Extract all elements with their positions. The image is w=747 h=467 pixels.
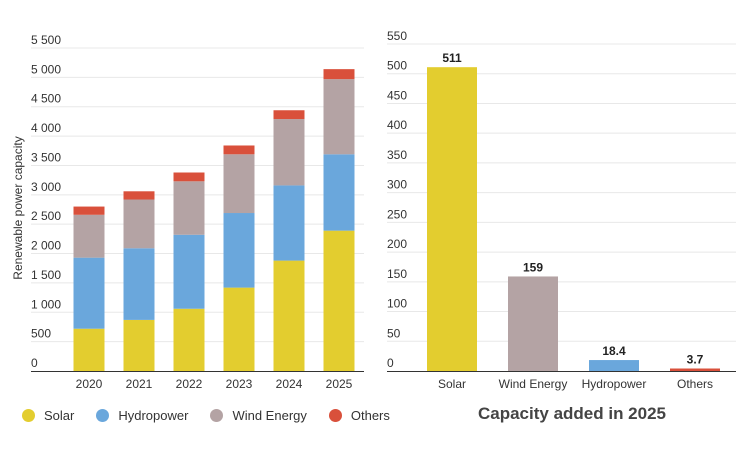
bar-wind-energy <box>508 276 558 371</box>
stacked-bar-hydropower-2022 <box>173 234 205 309</box>
right-y-tick-label: 300 <box>387 178 407 192</box>
bar-solar <box>427 67 477 372</box>
stacked-bar-solar-2023 <box>223 287 255 371</box>
left-x-tick-label: 2020 <box>76 377 103 391</box>
left-y-tick-label: 4 000 <box>31 121 61 135</box>
stacked-bar-others-2020 <box>73 206 105 215</box>
data-label-hydropower: 18.4 <box>602 344 626 358</box>
stacked-bar-wind-energy-2020 <box>73 214 105 258</box>
left-y-axis-label: Renewable power capacity <box>11 136 25 279</box>
right-y-tick-label: 250 <box>387 207 407 221</box>
bar-hydropower <box>589 360 639 371</box>
legend-label-wind-energy: Wind Energy <box>232 408 307 423</box>
right-y-tick-label: 500 <box>387 59 407 73</box>
data-label-wind-energy: 159 <box>523 260 543 274</box>
left-x-tick-label: 2022 <box>176 377 203 391</box>
stacked-bar-hydropower-2024 <box>273 185 305 261</box>
legend-swatch-hydropower <box>96 409 110 422</box>
stacked-bar-wind-energy-2023 <box>223 154 255 214</box>
right-x-tick-label: Wind Energy <box>499 377 568 391</box>
data-label-solar: 511 <box>442 51 462 65</box>
left-y-tick-label: 5 000 <box>31 62 61 76</box>
stacked-bar-wind-energy-2022 <box>173 181 205 235</box>
left-y-tick-label: 4 500 <box>31 92 61 106</box>
legend-swatch-solar <box>22 409 35 422</box>
right-x-tick-label: Hydropower <box>582 377 647 391</box>
left-x-tick-label: 2021 <box>126 377 153 391</box>
stacked-bar-others-2025 <box>323 69 355 80</box>
stacked-bar-hydropower-2020 <box>73 257 105 329</box>
right-y-tick-label: 0 <box>387 356 394 370</box>
stacked-bar-solar-2025 <box>323 230 355 371</box>
left-y-tick-label: 5 500 <box>31 33 61 47</box>
right-y-tick-label: 350 <box>387 148 407 162</box>
stacked-bar-wind-energy-2025 <box>323 79 355 155</box>
stacked-bar-hydropower-2025 <box>323 154 355 231</box>
stacked-bar-solar-2020 <box>73 328 105 371</box>
left-x-tick-label: 2023 <box>226 377 253 391</box>
stacked-bar-others-2021 <box>123 191 155 200</box>
left-y-tick-label: 0 <box>31 356 38 370</box>
legend-item-others[interactable]: Others <box>328 408 390 423</box>
right-x-tick-label: Solar <box>438 377 466 391</box>
right-chart-caption: Capacity added in 2025 <box>477 404 667 423</box>
left-y-tick-label: 2 000 <box>31 239 61 253</box>
legend-label-solar: Solar <box>44 408 75 423</box>
stacked-bar-solar-2024 <box>273 260 305 371</box>
stacked-bar-hydropower-2021 <box>123 248 155 320</box>
right-y-tick-label: 550 <box>387 29 407 43</box>
legend-item-solar[interactable]: Solar <box>22 408 74 423</box>
right-y-tick-label: 100 <box>387 297 407 311</box>
legend-swatch-wind-energy <box>210 409 224 422</box>
stacked-bar-solar-2021 <box>123 319 155 371</box>
legend-swatch-others <box>328 409 342 422</box>
left-x-tick-label: 2024 <box>276 377 303 391</box>
right-y-tick-label: 200 <box>387 237 407 251</box>
right-y-tick-label: 450 <box>387 88 407 102</box>
legend-item-hydropower[interactable]: Hydropower <box>96 408 188 423</box>
stacked-bar-others-2023 <box>223 145 255 155</box>
right-y-tick-label: 400 <box>387 118 407 132</box>
left-y-tick-label: 1 500 <box>31 268 61 282</box>
stacked-bar-wind-energy-2024 <box>273 119 305 186</box>
left-y-tick-label: 1 000 <box>31 297 61 311</box>
stacked-bar-wind-energy-2021 <box>123 199 155 249</box>
right-y-tick-label: 50 <box>387 326 401 340</box>
left-y-tick-label: 3 000 <box>31 180 61 194</box>
right-y-tick-label: 150 <box>387 267 407 281</box>
left-y-tick-label: 2 500 <box>31 209 61 223</box>
legend-label-hydropower: Hydropower <box>118 408 189 423</box>
left-y-tick-label: 500 <box>31 327 51 341</box>
bar-others <box>670 368 720 371</box>
legend-item-wind-energy[interactable]: Wind Energy <box>210 408 307 423</box>
stacked-bar-others-2024 <box>273 110 305 120</box>
right-x-tick-label: Others <box>677 377 713 391</box>
stacked-bar-solar-2022 <box>173 308 205 371</box>
legend-label-others: Others <box>350 408 390 423</box>
left-chart-legend: Solar Hydropower Wind Energy Others <box>22 408 412 423</box>
left-y-tick-label: 3 500 <box>31 150 61 164</box>
left-x-tick-label: 2025 <box>326 377 353 391</box>
stacked-bar-hydropower-2023 <box>223 213 255 288</box>
data-label-others: 3.7 <box>687 353 704 367</box>
stacked-bar-others-2022 <box>173 172 205 182</box>
